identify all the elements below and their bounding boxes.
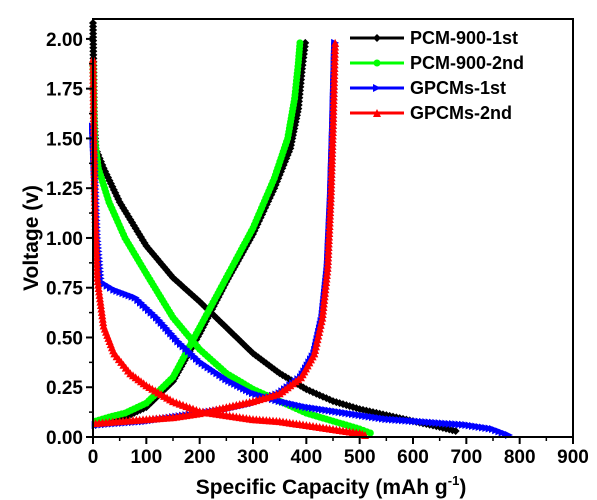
series-pcm-900-1st-discharge-point (451, 427, 460, 436)
series-pcm-900-1st-charge-point (301, 38, 310, 47)
y-tick-label: 0.00 (46, 428, 83, 449)
legend: PCM-900-1st PCM-900-2nd GPCMs-1st GPCMs-2nd (350, 28, 524, 123)
series-gpcms-2nd-discharge-point (94, 283, 103, 292)
x-axis-title: Specific Capacity (mAh g-1) (196, 473, 467, 499)
series-gpcms-2nd-discharge-point (94, 280, 103, 289)
y-tick-label: 0.25 (46, 378, 83, 399)
series-layer (89, 18, 513, 440)
legend-swatch-marker (373, 109, 381, 117)
y-tick-label: 1.50 (46, 129, 83, 150)
series-pcm-900-1st (89, 18, 460, 436)
series-gpcms-2nd-discharge-point (95, 287, 104, 296)
legend-swatch-marker (373, 34, 381, 42)
legend-swatch-marker (373, 59, 381, 67)
series-gpcms-2nd-discharge-point (96, 294, 105, 303)
series-gpcms-2nd-discharge-point (99, 318, 108, 327)
x-tick-label: 100 (130, 447, 162, 468)
legend-label: PCM-900-1st (410, 28, 518, 48)
legend-item-pcm-900-2nd: PCM-900-2nd (350, 53, 524, 73)
x-tick-label: 700 (450, 447, 482, 468)
series-gpcms-2nd-discharge-point (93, 277, 102, 286)
legend-item-gpcms-2nd: GPCMs-2nd (350, 103, 512, 123)
series-gpcms-2nd-discharge-point (97, 304, 106, 313)
x-axis-title-end: ) (459, 476, 466, 499)
legend-swatch-marker (373, 84, 381, 92)
x-tick-label: 400 (290, 447, 322, 468)
x-tick-label: 200 (184, 447, 216, 468)
axes-layer: 0 100 200 300 400 500 600 700 800 900 0.00 0.25 0.50… (46, 30, 589, 468)
x-tick-label: 900 (557, 447, 589, 468)
x-tick-label: 300 (237, 447, 269, 468)
series-gpcms-2nd-discharge-point (98, 314, 107, 323)
series-gpcms-2nd-discharge-point (93, 273, 102, 282)
legend-item-gpcms-1st: GPCMs-1st (350, 78, 506, 98)
x-tick-label: 600 (397, 447, 429, 468)
series-gpcms-2nd-discharge-point (96, 297, 105, 306)
legend-item-pcm-900-1st: PCM-900-1st (350, 28, 518, 48)
y-tick-label: 0.75 (46, 279, 83, 300)
series-pcm-900-2nd-discharge-point (366, 429, 374, 437)
legend-label: GPCMs-1st (410, 78, 506, 98)
series-pcm-900-2nd-charge-point (296, 39, 304, 47)
legend-label: PCM-900-2nd (410, 53, 524, 73)
y-axis-title: Voltage (v) (20, 185, 43, 291)
x-tick-label: 500 (344, 447, 376, 468)
y-tick-label: 0.50 (46, 328, 83, 349)
series-gpcms-2nd-discharge-point (95, 290, 104, 299)
x-axis-title-superscript: -1 (448, 473, 460, 488)
y-tick-label: 2.00 (46, 30, 83, 51)
series-gpcms-2nd-charge-point (331, 38, 340, 47)
x-tick-label: 800 (504, 447, 536, 468)
x-axis-title-main: Specific Capacity (mAh g (196, 476, 448, 499)
y-tick-label: 1.00 (46, 229, 83, 250)
series-gpcms-2nd-discharge-point (96, 301, 105, 310)
y-tick-label: 1.25 (46, 179, 83, 200)
series-gpcms-2nd-discharge-point (97, 307, 106, 316)
x-tick-label: 0 (88, 447, 99, 468)
legend-label: GPCMs-2nd (410, 103, 512, 123)
series-gpcms-2nd-discharge-point (98, 311, 107, 320)
y-tick-label: 1.75 (46, 80, 83, 101)
